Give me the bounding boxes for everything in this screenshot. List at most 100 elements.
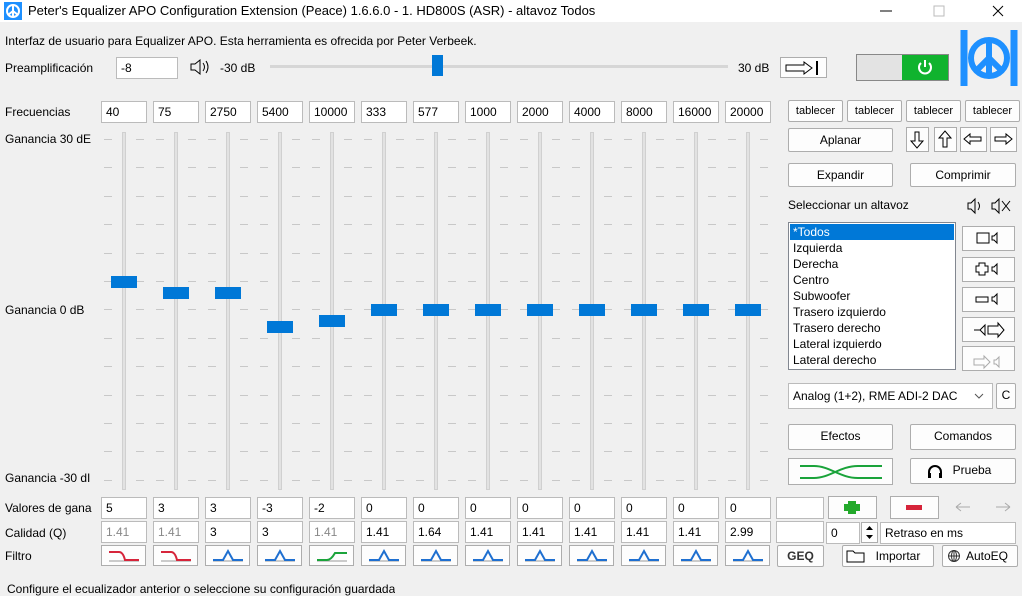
frequency-input[interactable]: 1000 — [465, 101, 511, 123]
filter-type-button[interactable] — [621, 545, 667, 567]
filter-type-button[interactable] — [309, 545, 355, 567]
gain-input[interactable]: 0 — [465, 497, 511, 519]
flatten-button[interactable]: Aplanar — [788, 128, 893, 152]
shift-buttons[interactable] — [906, 127, 1018, 153]
gain-input[interactable]: 0 — [361, 497, 407, 519]
geq-button[interactable]: GEQ — [777, 545, 824, 567]
frequency-input[interactable]: 8000 — [621, 101, 667, 123]
frequency-input[interactable]: 577 — [413, 101, 459, 123]
quality-input[interactable]: 2.99 — [725, 521, 771, 543]
curve-button[interactable] — [788, 458, 894, 486]
gain-slider-thumb[interactable] — [111, 275, 137, 288]
filter-type-button[interactable] — [673, 545, 719, 567]
gain-slider-thumb[interactable] — [319, 315, 345, 328]
frequency-input[interactable]: 333 — [361, 101, 407, 123]
speaker-item[interactable]: Lateral derecho — [793, 353, 877, 367]
filter-type-button[interactable] — [569, 545, 615, 567]
speaker-item[interactable]: Izquierda — [793, 241, 843, 255]
quality-input[interactable]: 1.41 — [673, 521, 719, 543]
speaker-item[interactable]: Derecha — [793, 257, 839, 271]
gain-slider-thumb[interactable] — [267, 321, 293, 333]
speaker-item[interactable]: Centro — [793, 273, 830, 287]
frequency-input[interactable]: 5400 — [257, 101, 303, 123]
filter-type-button[interactable] — [101, 545, 147, 567]
preset-tab[interactable]: tablecer — [847, 100, 902, 122]
preamp-input[interactable]: -8 — [116, 57, 178, 79]
quality-input[interactable]: 1.41 — [621, 521, 667, 543]
quality-input[interactable]: 1.41 — [517, 521, 563, 543]
device-config-button[interactable]: C — [996, 383, 1016, 409]
gain-input[interactable]: 0 — [413, 497, 459, 519]
filter-type-button[interactable] — [725, 545, 771, 567]
band-buttons[interactable] — [828, 496, 1018, 520]
quality-input[interactable]: 3 — [205, 521, 251, 543]
speaker-icon[interactable] — [188, 56, 212, 78]
quality-input[interactable]: 1.41 — [101, 521, 147, 543]
copy-preamp-button[interactable] — [780, 57, 828, 79]
gain-input[interactable]: 0 — [569, 497, 615, 519]
gain-input[interactable]: 0 — [517, 497, 563, 519]
filter-type-button[interactable] — [413, 545, 459, 567]
quality-input[interactable]: 1.41 — [361, 521, 407, 543]
device-dropdown[interactable]: Analog (1+2), RME ADI-2 DAC — [788, 383, 993, 409]
frequency-input[interactable]: 75 — [153, 101, 199, 123]
gain-slider-thumb[interactable] — [631, 304, 657, 316]
commands-button[interactable]: Comandos — [910, 424, 1016, 450]
frequency-input[interactable]: 10000 — [309, 101, 355, 123]
gain-input[interactable]: 0 — [725, 497, 771, 519]
quality-input[interactable]: 1.41 — [465, 521, 511, 543]
quality-input[interactable]: 3 — [257, 521, 303, 543]
window-controls[interactable] — [860, 0, 1022, 22]
quality-input[interactable]: 1.41 — [569, 521, 615, 543]
frequency-input[interactable]: 4000 — [569, 101, 615, 123]
filter-type-button[interactable] — [465, 545, 511, 567]
speaker-item[interactable]: Trasero derecho — [793, 321, 881, 335]
gain-slider-thumb[interactable] — [423, 304, 449, 316]
extra-quality-input[interactable] — [776, 521, 824, 543]
quality-input[interactable]: 1.64 — [413, 521, 459, 543]
delay-spinner[interactable] — [861, 522, 879, 544]
gain-slider-thumb[interactable] — [579, 304, 605, 316]
filter-type-button[interactable] — [205, 545, 251, 567]
quality-input[interactable]: 1.41 — [309, 521, 355, 543]
speaker-item[interactable]: Subwoofer — [793, 289, 851, 303]
filter-type-button[interactable] — [257, 545, 303, 567]
gain-slider-thumb[interactable] — [735, 304, 761, 316]
quality-input[interactable]: 1.41 — [153, 521, 199, 543]
preset-tab[interactable]: tablecer — [965, 100, 1020, 122]
autoeq-button[interactable]: AutoEQ — [942, 545, 1018, 567]
frequency-input[interactable]: 16000 — [673, 101, 719, 123]
speaker-item[interactable]: *Todos — [790, 224, 954, 240]
gain-input[interactable]: 3 — [205, 497, 251, 519]
frequency-input[interactable]: 20000 — [725, 101, 771, 123]
compress-button[interactable]: Comprimir — [910, 163, 1016, 187]
import-button[interactable]: Importar — [842, 545, 934, 567]
preset-tab[interactable]: tablecer — [788, 100, 843, 122]
speaker-list[interactable]: *Todos Izquierda Derecha Centro Subwoofer Tra… — [788, 222, 956, 370]
frequency-input[interactable]: 2000 — [517, 101, 563, 123]
gain-slider-thumb[interactable] — [163, 286, 189, 299]
filter-type-button[interactable] — [361, 545, 407, 567]
speaker-item[interactable]: Trasero izquierdo — [793, 305, 886, 319]
extra-gain-input[interactable] — [776, 497, 824, 519]
delay-input[interactable]: 0 — [826, 522, 860, 544]
gain-input[interactable]: 3 — [153, 497, 199, 519]
speaker-item[interactable]: Lateral izquierdo — [793, 337, 882, 351]
filter-type-button[interactable] — [153, 545, 199, 567]
test-button[interactable]: Prueba — [910, 458, 1016, 484]
speaker-layout-buttons[interactable] — [962, 226, 1018, 372]
filter-type-button[interactable] — [517, 545, 563, 567]
gain-slider-thumb[interactable] — [215, 286, 241, 299]
gain-input[interactable]: 5 — [101, 497, 147, 519]
power-toggle[interactable] — [856, 54, 950, 82]
gain-slider-thumb[interactable] — [475, 304, 501, 316]
gain-input[interactable]: 0 — [673, 497, 719, 519]
gain-slider-thumb[interactable] — [527, 304, 553, 316]
expand-button[interactable]: Expandir — [788, 163, 893, 187]
gain-input[interactable]: 0 — [621, 497, 667, 519]
frequency-input[interactable]: 40 — [101, 101, 147, 123]
preset-tab[interactable]: tablecer — [906, 100, 961, 122]
gain-input[interactable]: -3 — [257, 497, 303, 519]
gain-input[interactable]: -2 — [309, 497, 355, 519]
gain-slider-thumb[interactable] — [371, 304, 397, 316]
